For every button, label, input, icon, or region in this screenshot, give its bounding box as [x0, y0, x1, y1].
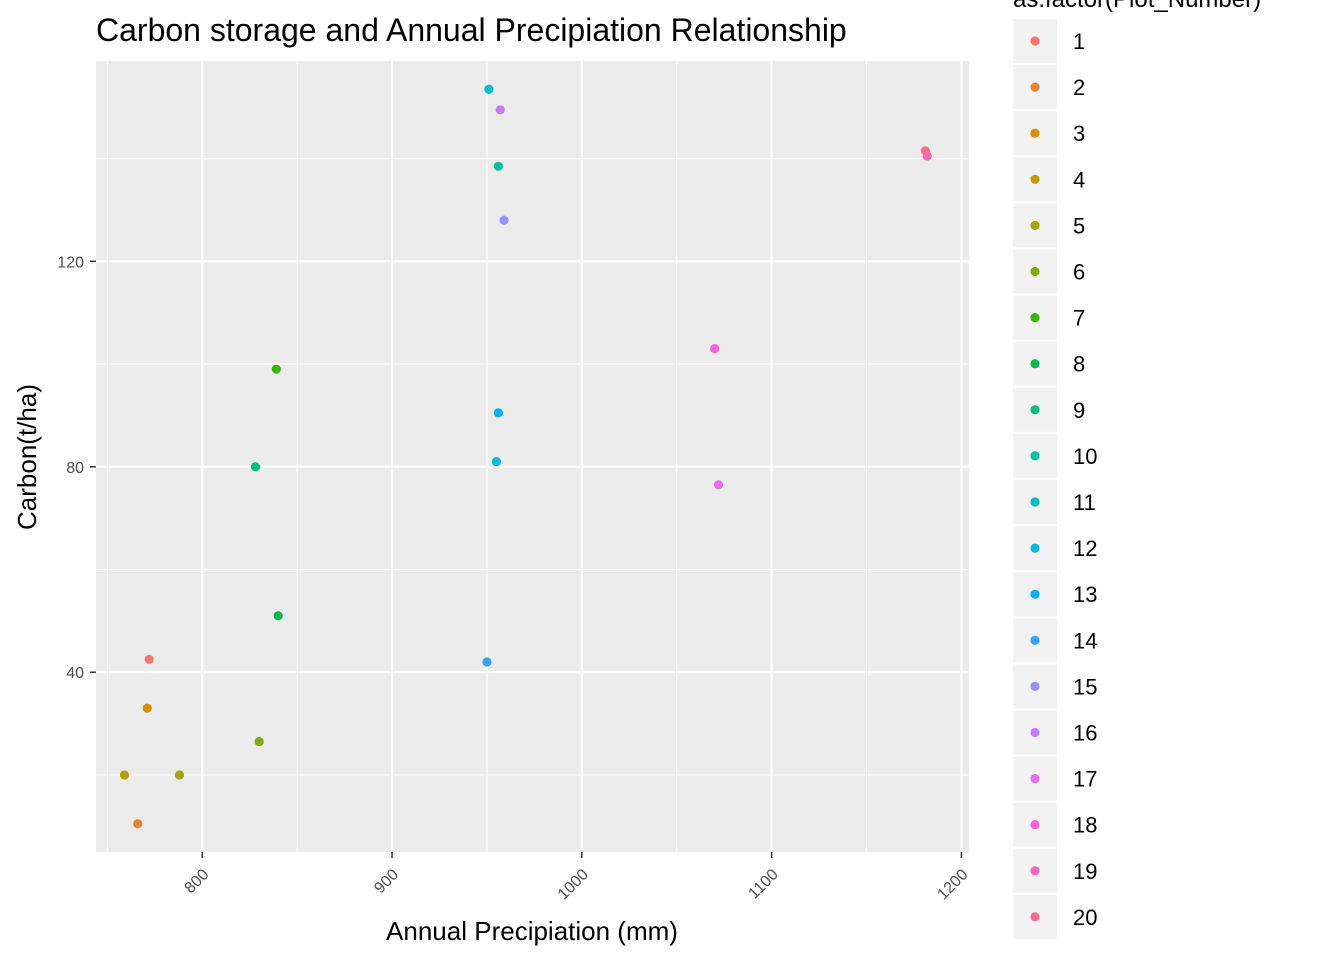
legend-marker [1030, 912, 1040, 922]
legend-label: 16 [1073, 721, 1097, 746]
legend-label: 18 [1073, 813, 1097, 838]
legend-marker [1030, 820, 1040, 830]
legend-label: 20 [1073, 905, 1097, 930]
data-point-plot-14 [482, 657, 492, 667]
legend-label: 12 [1073, 536, 1097, 561]
x-tick-label: 800 [182, 866, 213, 897]
data-point-plot-17 [713, 480, 724, 490]
legend-marker [1030, 497, 1040, 507]
legend-label: 2 [1073, 75, 1085, 100]
plot-panel [96, 61, 969, 852]
legend-label: 13 [1073, 582, 1097, 607]
y-tick-label: 40 [66, 665, 84, 682]
data-point-plot-20 [920, 146, 930, 156]
legend-marker [1030, 128, 1040, 138]
x-tick-label: 900 [371, 866, 402, 897]
data-point-plot-7 [271, 364, 281, 374]
legend-marker [1030, 727, 1040, 738]
x-axis-title: Annual Precipiation (mm) [386, 916, 678, 946]
data-point-plot-13 [493, 408, 503, 418]
legend-marker [1030, 174, 1040, 184]
data-point-plot-2 [133, 819, 143, 829]
y-axis-title: Carbon(t/ha) [12, 384, 42, 530]
legend-marker [1030, 774, 1040, 784]
legend-marker [1030, 220, 1040, 230]
data-point-plot-18 [710, 344, 720, 354]
y-tick-label: 120 [57, 254, 84, 271]
data-point-plot-5 [174, 770, 185, 780]
legend-label: 7 [1073, 306, 1085, 331]
x-tick-label: 1200 [934, 866, 971, 903]
chart-title: Carbon storage and Annual Precipiation R… [96, 12, 847, 48]
legend-label: 15 [1073, 674, 1097, 699]
legend-label: 17 [1073, 767, 1097, 792]
y-axis: 40 80 120 [57, 254, 96, 682]
legend-label: 19 [1073, 859, 1097, 884]
data-point-plot-1 [144, 654, 154, 664]
legend-marker [1030, 36, 1040, 46]
legend-label: 4 [1073, 167, 1085, 192]
data-points [119, 84, 932, 829]
legend-marker [1030, 405, 1040, 415]
legend-marker [1030, 82, 1040, 92]
data-point-plot-8 [273, 611, 283, 621]
data-point-plot-9 [250, 462, 261, 472]
x-tick-label: 1100 [745, 866, 781, 902]
legend-marker [1030, 543, 1040, 553]
legend-label: 14 [1073, 628, 1097, 653]
legend-label: 6 [1073, 260, 1085, 285]
data-point-plot-15 [499, 215, 509, 225]
data-point-plot-3 [142, 703, 152, 713]
data-point-plot-12 [491, 457, 502, 467]
legend-marker [1030, 266, 1040, 277]
data-point-plot-10 [493, 161, 503, 171]
legend-marker [1030, 589, 1040, 599]
legend-marker [1030, 451, 1040, 461]
legend-label: 1 [1073, 29, 1085, 54]
legend-marker [1030, 866, 1040, 876]
data-point-plot-4 [119, 770, 130, 780]
data-point-plot-6 [254, 736, 264, 747]
y-tick-label: 80 [66, 460, 84, 477]
data-point-plot-16 [495, 105, 505, 115]
legend-label: 3 [1073, 121, 1085, 146]
legend-marker [1030, 635, 1040, 645]
x-axis: 800 900 1000 1100 1200 [182, 852, 972, 903]
legend-marker [1030, 359, 1040, 369]
grid-major [96, 61, 969, 852]
legend-label: 8 [1073, 352, 1085, 377]
legend-label: 10 [1073, 444, 1097, 469]
legend-label: 5 [1073, 213, 1085, 238]
grid-minor [96, 61, 969, 852]
legend-title: as.factor(Plot_Number) [1013, 0, 1261, 13]
x-tick-label: 1000 [555, 866, 592, 903]
legend-marker [1030, 313, 1040, 323]
legend-marker [1030, 681, 1040, 692]
legend-label: 9 [1073, 398, 1085, 423]
legend-label: 11 [1073, 490, 1096, 515]
data-point-plot-11 [484, 84, 494, 94]
